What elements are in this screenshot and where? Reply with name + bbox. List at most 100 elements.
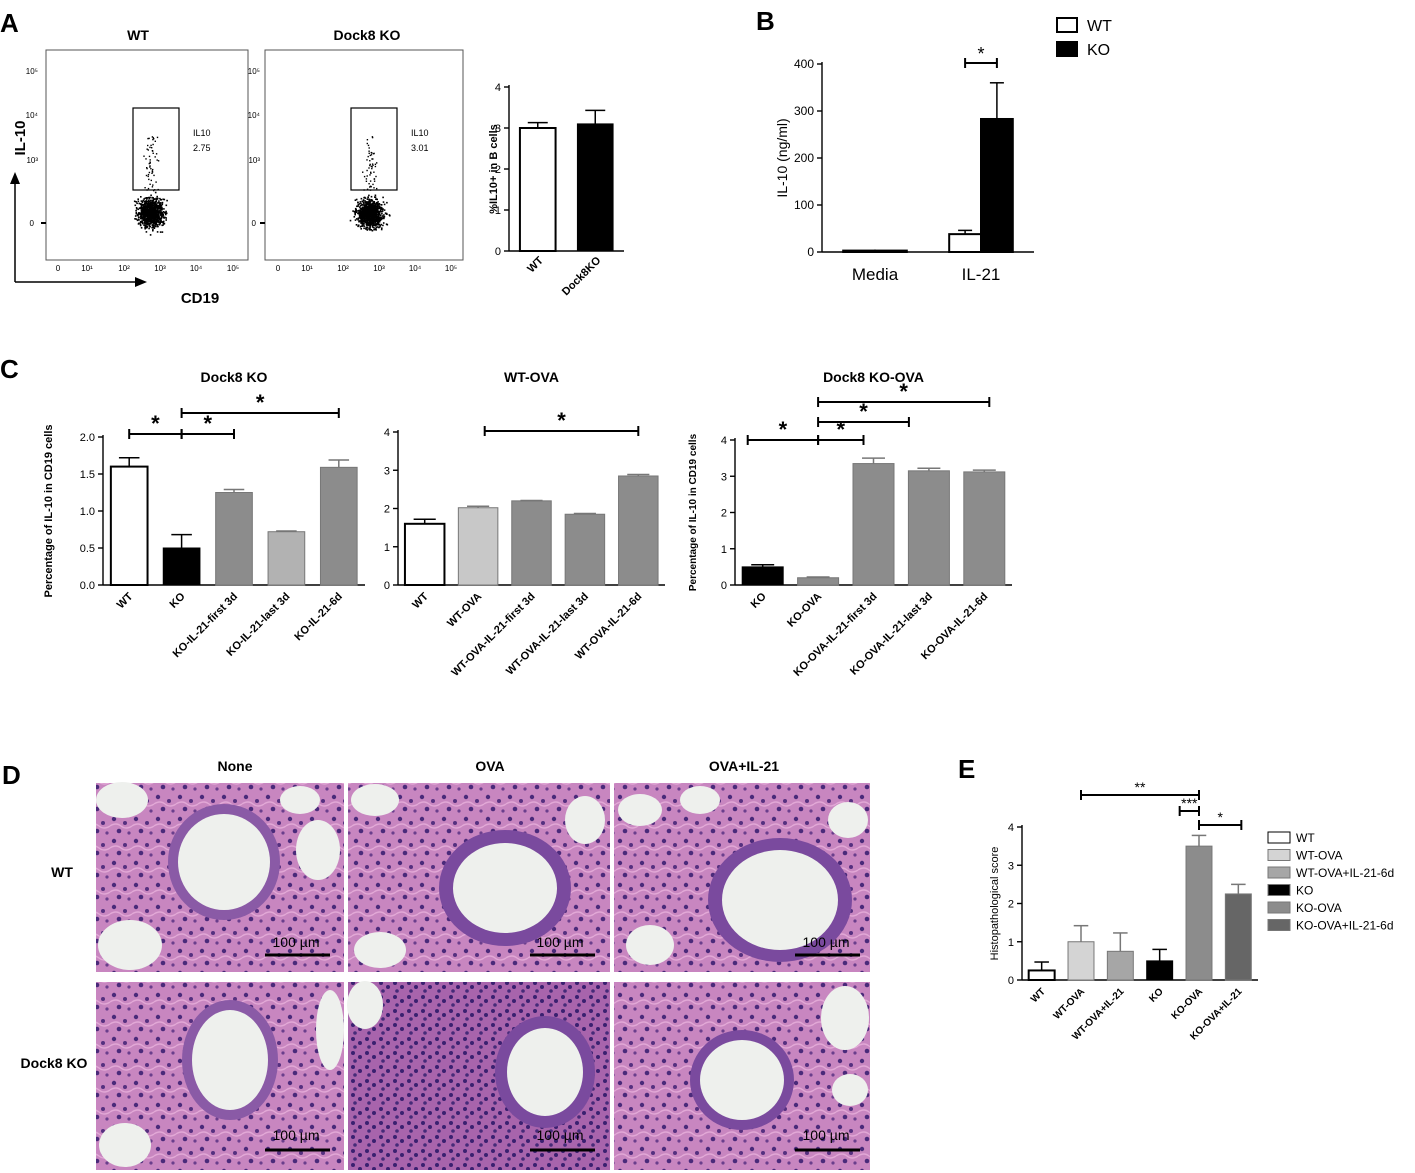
event-dot	[380, 204, 383, 206]
chart-title: Dock8 KO	[201, 369, 268, 385]
event-dot	[160, 199, 162, 201]
event-dot	[163, 208, 165, 210]
event-dot	[373, 206, 375, 209]
event-dot	[152, 217, 154, 220]
event-dot	[363, 206, 366, 209]
event-dot	[365, 223, 368, 226]
y-tick-label: 1	[721, 544, 727, 556]
event-dot	[146, 210, 149, 212]
event-dot	[160, 204, 163, 207]
event-dot	[158, 210, 160, 212]
event-dot	[366, 201, 368, 204]
event-dot	[357, 205, 359, 207]
flow-xtick-ko-0: 0	[276, 264, 281, 273]
x-tick-label: KO-OVA	[1170, 986, 1206, 1022]
event-dot	[372, 158, 374, 160]
event-dot	[140, 205, 143, 207]
event-dot	[150, 168, 152, 170]
micrograph-ko-none: 100 µm	[96, 982, 344, 1170]
event-dot	[382, 208, 384, 210]
event-dot	[161, 201, 164, 204]
event-dot	[155, 181, 157, 183]
significance-label: *	[779, 417, 788, 442]
event-dot	[135, 201, 137, 203]
event-dot	[368, 224, 370, 227]
event-dot	[360, 213, 362, 216]
event-dot	[363, 175, 366, 178]
event-dot	[357, 225, 359, 228]
event-dot	[146, 167, 148, 169]
y-tick-label: 1.5	[80, 469, 95, 481]
event-dot	[373, 152, 375, 155]
event-dot	[362, 202, 365, 204]
event-dot	[366, 209, 369, 211]
event-dot	[365, 214, 367, 217]
flow-ytick-wt-0: 0	[30, 219, 35, 228]
event-dot	[150, 209, 152, 212]
event-dot	[378, 226, 380, 229]
flow-x-arrow-head	[135, 277, 147, 287]
event-dot	[349, 219, 352, 222]
y-axis-label: Percentage of IL-10 in CD19 cells	[688, 433, 699, 591]
x-tick-label: KO-IL-21-6d	[292, 591, 345, 644]
event-dot	[139, 224, 142, 227]
event-dot	[139, 220, 142, 223]
event-dot	[143, 198, 145, 200]
gate-name-wt: IL10	[193, 128, 211, 138]
event-dot	[156, 136, 159, 139]
event-dot	[158, 219, 161, 221]
event-dot	[155, 213, 158, 215]
event-dot	[374, 220, 377, 222]
event-dot	[372, 183, 374, 186]
event-dot	[140, 206, 142, 209]
event-dot	[366, 142, 368, 145]
event-dot	[141, 203, 144, 206]
event-dot	[147, 173, 150, 176]
event-dot	[148, 223, 150, 225]
event-dot	[363, 208, 365, 210]
event-dot	[371, 229, 374, 232]
event-dot	[145, 225, 148, 227]
event-dot	[145, 210, 148, 212]
event-dot	[376, 201, 378, 204]
event-dot	[354, 219, 357, 221]
micrograph-wt-ova-il21: 100 µm	[614, 783, 870, 972]
event-dot	[367, 224, 369, 226]
event-dot	[154, 191, 157, 194]
event-dot	[373, 171, 375, 173]
event-dot	[373, 213, 376, 216]
event-dot	[165, 212, 168, 215]
event-dot	[373, 215, 375, 218]
scale-bar-label: 100 µm	[273, 934, 320, 950]
event-dot	[149, 196, 151, 199]
scale-bar-label: 100 µm	[803, 1127, 850, 1143]
event-dot	[154, 222, 156, 225]
event-dot	[155, 204, 158, 207]
event-dot	[142, 217, 144, 219]
event-dot	[366, 229, 369, 231]
x-tick-label: WT	[1029, 986, 1048, 1005]
significance-label: *	[204, 411, 213, 436]
event-dot	[147, 199, 150, 202]
event-dot	[359, 201, 362, 203]
event-dot	[381, 215, 384, 217]
flow-title-wt: WT	[127, 27, 149, 43]
event-dot	[371, 158, 373, 160]
event-dot	[151, 201, 154, 203]
event-dot	[376, 213, 379, 216]
event-dot	[140, 216, 142, 218]
y-tick-label: 3	[384, 465, 390, 477]
event-dot	[367, 215, 370, 218]
event-dot	[143, 219, 145, 221]
scale-bar-label: 100 µm	[537, 1127, 584, 1143]
event-dot	[371, 205, 373, 208]
event-dot	[358, 206, 361, 208]
gate-wt	[132, 107, 180, 191]
event-dot	[161, 213, 163, 216]
event-dot	[154, 202, 157, 204]
event-dot	[359, 214, 361, 217]
legend-label: WT-OVA	[1296, 849, 1342, 863]
y-tick-label: 3	[1008, 860, 1014, 872]
event-dot	[146, 215, 148, 217]
x-tick-label: WT	[525, 254, 546, 275]
